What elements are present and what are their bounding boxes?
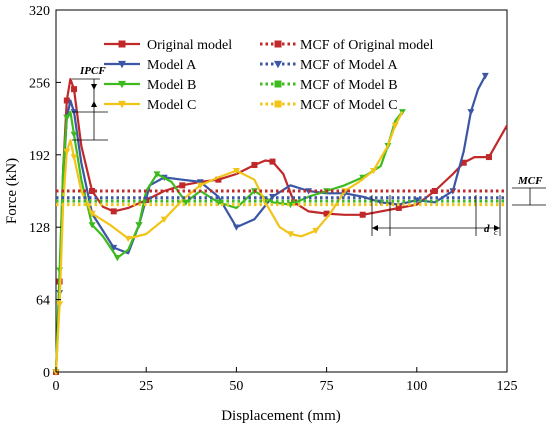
x-tick-label: 0: [53, 379, 60, 394]
y-tick-label: 128: [29, 221, 50, 236]
data-point: [160, 216, 168, 223]
data-point: [56, 301, 64, 308]
legend-item: Original model: [104, 38, 232, 53]
ipcf-arrowhead: [91, 101, 97, 107]
data-point: [113, 255, 121, 262]
legend-label: MCF of Model C: [300, 98, 398, 113]
data-point: [135, 222, 143, 229]
legend-item: Model A: [104, 58, 197, 73]
legend-item: Model C: [104, 98, 196, 113]
data-point: [215, 176, 222, 183]
legend-label: MCF of Original model: [300, 38, 433, 53]
data-point: [370, 167, 377, 175]
legend-label: MCF of Model A: [300, 58, 399, 73]
data-point: [110, 208, 117, 215]
y-tick-label: 256: [29, 76, 50, 91]
ipcf-label: IPCF: [79, 65, 106, 77]
dc-arrowhead: [494, 225, 500, 231]
data-point: [395, 204, 402, 211]
legend-swatch-marker: [274, 100, 282, 108]
data-point: [269, 158, 276, 165]
legend-label: MCF of Model B: [300, 78, 398, 93]
axis-layer: 0 25 50 75 100 125 0 64 128 192 256 320: [29, 4, 518, 394]
data-point: [467, 109, 475, 116]
legend-swatch-marker: [274, 40, 282, 48]
data-point: [196, 179, 204, 186]
legend-swatch-marker: [117, 100, 127, 109]
legend-label: Original model: [147, 38, 232, 53]
legend-swatch-marker: [118, 40, 126, 48]
legend-label: Model C: [147, 98, 196, 113]
data-point: [88, 210, 96, 218]
data-point: [251, 161, 258, 168]
series-2: [52, 109, 406, 376]
legend-label: Model B: [147, 78, 196, 93]
data-point: [460, 159, 467, 166]
data-point: [88, 222, 96, 229]
y-axis-label: Force (kN): [4, 158, 20, 224]
data-point: [110, 244, 118, 252]
dc-arrowhead: [372, 225, 378, 231]
data-point: [232, 167, 240, 175]
x-tick-label: 100: [406, 379, 427, 394]
data-point: [232, 224, 240, 231]
x-tick-label: 50: [229, 379, 243, 394]
data-point: [70, 131, 78, 139]
series-line: [54, 77, 508, 373]
legend-item: Model B: [104, 78, 196, 93]
series-1: [52, 72, 489, 376]
data-point: [359, 211, 366, 218]
series-line: [54, 110, 404, 373]
series-line: [54, 75, 487, 373]
data-point: [196, 182, 204, 189]
series-line: [54, 111, 404, 373]
data-point: [391, 122, 399, 129]
legend-label: Model A: [147, 58, 197, 73]
x-tick-label: 25: [139, 379, 153, 394]
legend-item: MCF of Model A: [260, 58, 399, 73]
series-layer: [52, 72, 508, 376]
data-point: [287, 231, 294, 238]
y-tick-label: 320: [29, 4, 50, 19]
data-point: [70, 154, 78, 161]
data-point: [153, 171, 161, 178]
data-point: [71, 86, 78, 93]
data-point: [485, 154, 492, 161]
legend-swatch-marker: [273, 60, 283, 69]
series-3: [52, 111, 404, 376]
y-tick-label: 64: [36, 294, 50, 309]
legend-swatch-marker: [274, 80, 282, 88]
data-point: [63, 97, 70, 104]
x-tick-label: 75: [320, 379, 334, 394]
data-point: [481, 72, 489, 80]
data-point: [323, 210, 330, 217]
data-point: [431, 188, 438, 194]
legend-item: MCF of Original model: [260, 38, 433, 53]
legend-item: MCF of Model C: [260, 98, 398, 113]
data-point: [179, 182, 186, 189]
data-point: [124, 235, 132, 243]
legend-swatch-marker: [117, 60, 127, 69]
mcf-label: MCF: [517, 175, 543, 187]
data-point: [63, 148, 71, 156]
x-tick-label: 125: [497, 379, 518, 394]
x-axis-label: Displacement (mm): [221, 408, 341, 424]
data-point: [312, 227, 320, 235]
legend-item: MCF of Model B: [260, 78, 398, 93]
data-point: [89, 188, 96, 194]
dc-label: d: [484, 223, 490, 235]
y-tick-label: 0: [43, 366, 50, 381]
annotation-layer: IPCF MCF d c: [72, 65, 546, 237]
data-point: [63, 114, 71, 122]
ipcf-arrowhead: [91, 84, 97, 90]
legend-layer: Original model Model A Model B Model C MCF o…: [104, 38, 433, 113]
legend-swatch-marker: [117, 80, 127, 89]
dc-label-sub: c: [494, 228, 498, 237]
y-tick-label: 192: [29, 149, 50, 164]
